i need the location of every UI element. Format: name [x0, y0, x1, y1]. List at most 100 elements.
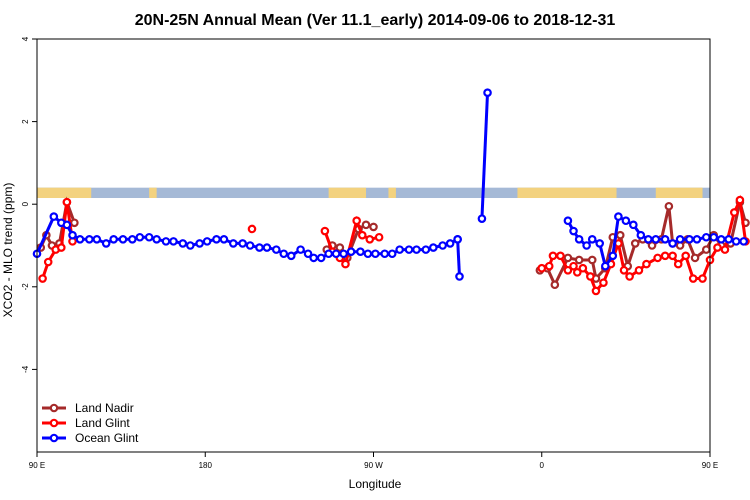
data-point — [574, 255, 584, 265]
data-point — [255, 243, 264, 252]
data-point — [296, 245, 305, 254]
data-point — [320, 226, 330, 236]
data-point — [477, 214, 487, 223]
data-point — [595, 239, 605, 248]
series-land-nadir — [36, 196, 750, 290]
data-point — [438, 241, 447, 250]
data-point — [599, 278, 608, 287]
data-point — [316, 253, 326, 263]
data-point — [716, 235, 726, 244]
x-tick-label: 0 — [540, 461, 545, 470]
data-point — [219, 235, 229, 244]
data-point — [128, 235, 137, 244]
data-point — [651, 235, 661, 244]
data-point — [544, 261, 554, 271]
data-point — [701, 232, 711, 242]
data-point — [647, 241, 657, 250]
data-point — [572, 268, 582, 277]
data-point — [582, 241, 591, 250]
data-point — [724, 235, 733, 244]
data-point — [563, 253, 573, 263]
data-point — [548, 251, 558, 261]
data-point — [586, 272, 595, 281]
data-point — [664, 201, 674, 211]
data-point — [660, 251, 670, 261]
data-point — [629, 220, 638, 230]
x-tick-label: 90 E — [702, 461, 718, 470]
data-point — [202, 237, 212, 246]
data-point — [369, 222, 378, 232]
data-point — [346, 247, 356, 256]
data-point — [363, 249, 373, 259]
x-axis-label: Longitude — [349, 477, 402, 491]
data-point — [404, 245, 414, 254]
data-point — [212, 235, 221, 244]
land-ocean-band — [37, 187, 710, 199]
data-point — [152, 235, 161, 244]
data-point — [587, 255, 597, 265]
data-point — [720, 245, 730, 254]
data-point — [144, 232, 154, 242]
data-point — [361, 220, 371, 230]
data-point — [731, 237, 741, 246]
data-point — [247, 224, 257, 234]
data-point — [563, 216, 573, 226]
data-point — [675, 235, 685, 244]
data-point — [309, 253, 318, 263]
data-point — [587, 235, 597, 244]
data-point — [713, 243, 722, 252]
data-point — [709, 232, 719, 242]
data-point — [178, 239, 188, 248]
data-point — [608, 251, 618, 261]
data-point — [380, 249, 390, 259]
x-axis: 90 E 180 90 W 0 90 E — [29, 452, 718, 470]
data-point — [681, 251, 690, 261]
data-point — [692, 235, 702, 244]
data-point — [57, 243, 66, 252]
data-point — [690, 253, 700, 263]
data-point — [279, 249, 289, 259]
data-point — [556, 251, 565, 261]
data-point — [698, 274, 707, 283]
data-point — [365, 235, 375, 244]
data-point — [92, 235, 102, 244]
data-point — [739, 237, 748, 246]
data-point — [537, 263, 547, 273]
y-tick-label: -4 — [21, 365, 30, 373]
data-point — [387, 249, 397, 259]
data-point — [550, 280, 560, 290]
data-point — [75, 235, 85, 244]
ocean-band — [37, 187, 710, 199]
data-point — [701, 245, 711, 254]
data-point — [238, 239, 247, 248]
x-tick-label: 180 — [199, 461, 213, 470]
data-point — [195, 239, 204, 248]
data-point — [578, 263, 588, 273]
data-point — [339, 249, 348, 259]
series-line — [456, 239, 461, 277]
y-axis: 4 2 0 -2 -4 — [21, 36, 37, 373]
data-point — [688, 274, 698, 283]
data-point — [660, 235, 670, 244]
data-point — [245, 241, 255, 250]
y-tick-label: 4 — [21, 36, 30, 41]
data-point — [644, 235, 653, 244]
data-point — [62, 220, 72, 230]
land-band — [388, 187, 396, 199]
data-point — [352, 216, 361, 226]
data-point — [453, 235, 462, 244]
data-point — [574, 235, 584, 244]
data-point — [341, 259, 350, 269]
y-tick-label: 0 — [21, 201, 30, 206]
data-point — [38, 274, 47, 283]
data-point — [62, 197, 72, 207]
legend-marker — [49, 433, 59, 443]
data-point — [85, 235, 94, 244]
data-point — [634, 265, 644, 275]
land-band — [328, 187, 367, 199]
data-point — [445, 239, 455, 248]
legend-label: Ocean Glint — [75, 431, 139, 445]
data-point — [569, 226, 578, 236]
